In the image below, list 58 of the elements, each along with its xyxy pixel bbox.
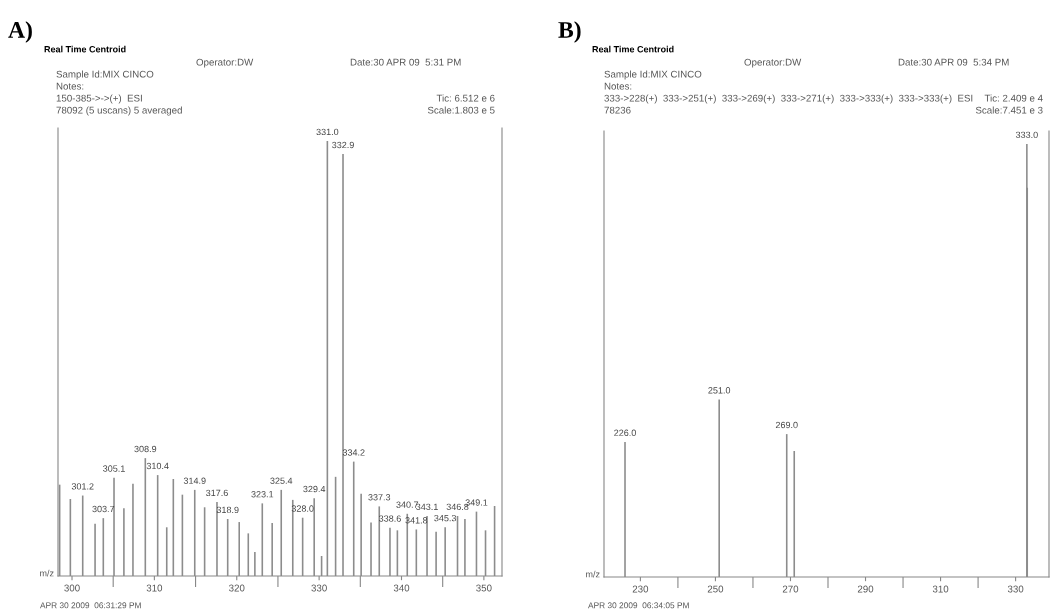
x-tick-label: 270: [782, 585, 799, 593]
annotation: 301.2: [71, 483, 94, 490]
x-tick-label: 340: [393, 584, 410, 592]
annotation: 314.9: [183, 477, 206, 484]
text: APR 30 2009 06:34:05 PM: [588, 602, 689, 609]
annotation: 333.0: [1015, 131, 1038, 139]
text: 78092 (5 uscans) 5 averaged: [56, 106, 182, 116]
annotation: 251.0: [708, 387, 731, 394]
x-tick-label: 290: [857, 585, 874, 593]
text: Notes:: [56, 82, 84, 90]
x-tick-label: 250: [707, 585, 724, 593]
x-tick-label: 330: [1007, 585, 1024, 593]
chart-title: Real Time Centroid: [44, 45, 126, 53]
text: A): [8, 21, 32, 43]
text: Date:30 APR 09 5:31 PM: [350, 58, 461, 66]
annotation: 269.0: [775, 421, 798, 429]
x-tick-label: 320: [229, 584, 245, 592]
annotation: 310.4: [146, 462, 169, 470]
text: Tic: 6.512 e 6: [436, 94, 495, 102]
annotation: 345.3: [434, 514, 457, 522]
annotation: 325.4: [270, 477, 293, 484]
x-tick-label: 350: [476, 584, 492, 592]
text: Operator:DW: [744, 58, 802, 68]
text: Tic: 2.409 e 4: [984, 94, 1043, 102]
text: B): [558, 21, 581, 43]
annotation: 332.9: [332, 141, 354, 149]
x-tick-label: 310: [932, 585, 949, 593]
x-axis-title: m/z: [40, 569, 54, 577]
annotation: 303.7: [92, 505, 115, 513]
text: Sample Id:MIX CINCO: [56, 70, 154, 80]
annotation: 308.9: [134, 445, 157, 453]
annotation: 329.4: [303, 485, 326, 493]
chart-title: Real Time Centroid: [592, 45, 674, 53]
text: 333->228(+) 333->251(+) 333->269(+) 333->271(+) 333->333(+) 333->333(+) ESI: [604, 94, 973, 104]
x-tick-label: 310: [146, 584, 163, 592]
text: Operator:DW: [196, 58, 254, 68]
annotation: 317.6: [206, 489, 228, 497]
x-tick-label: 300: [64, 584, 80, 592]
text: Notes:: [604, 82, 632, 90]
annotation: 340.7: [396, 501, 419, 508]
text: 78236: [604, 106, 631, 114]
annotation: 331.0: [316, 128, 339, 136]
x-axis-title: m/z: [586, 570, 600, 578]
x-tick-label: 230: [632, 585, 649, 593]
x-tick-label: 330: [311, 584, 327, 592]
text: Date:30 APR 09 5:34 PM: [898, 58, 1009, 66]
text: APR 30 2009 06:31:29 PM: [40, 602, 141, 609]
text: 150-385->->(+) ESI: [56, 94, 142, 104]
annotation: 334.2: [342, 449, 365, 456]
annotation: 323.1: [251, 491, 274, 498]
text: Sample Id:MIX CINCO: [604, 70, 702, 80]
annotation: 337.3: [368, 494, 391, 501]
annotation: 318.9: [216, 506, 239, 514]
text: Scale:1.803 e 5: [427, 106, 495, 114]
text: Scale:7.451 e 3: [975, 106, 1043, 114]
annotation: 226.0: [614, 429, 636, 436]
annotation: 343.1: [416, 503, 438, 511]
annotation: 305.1: [103, 465, 125, 472]
